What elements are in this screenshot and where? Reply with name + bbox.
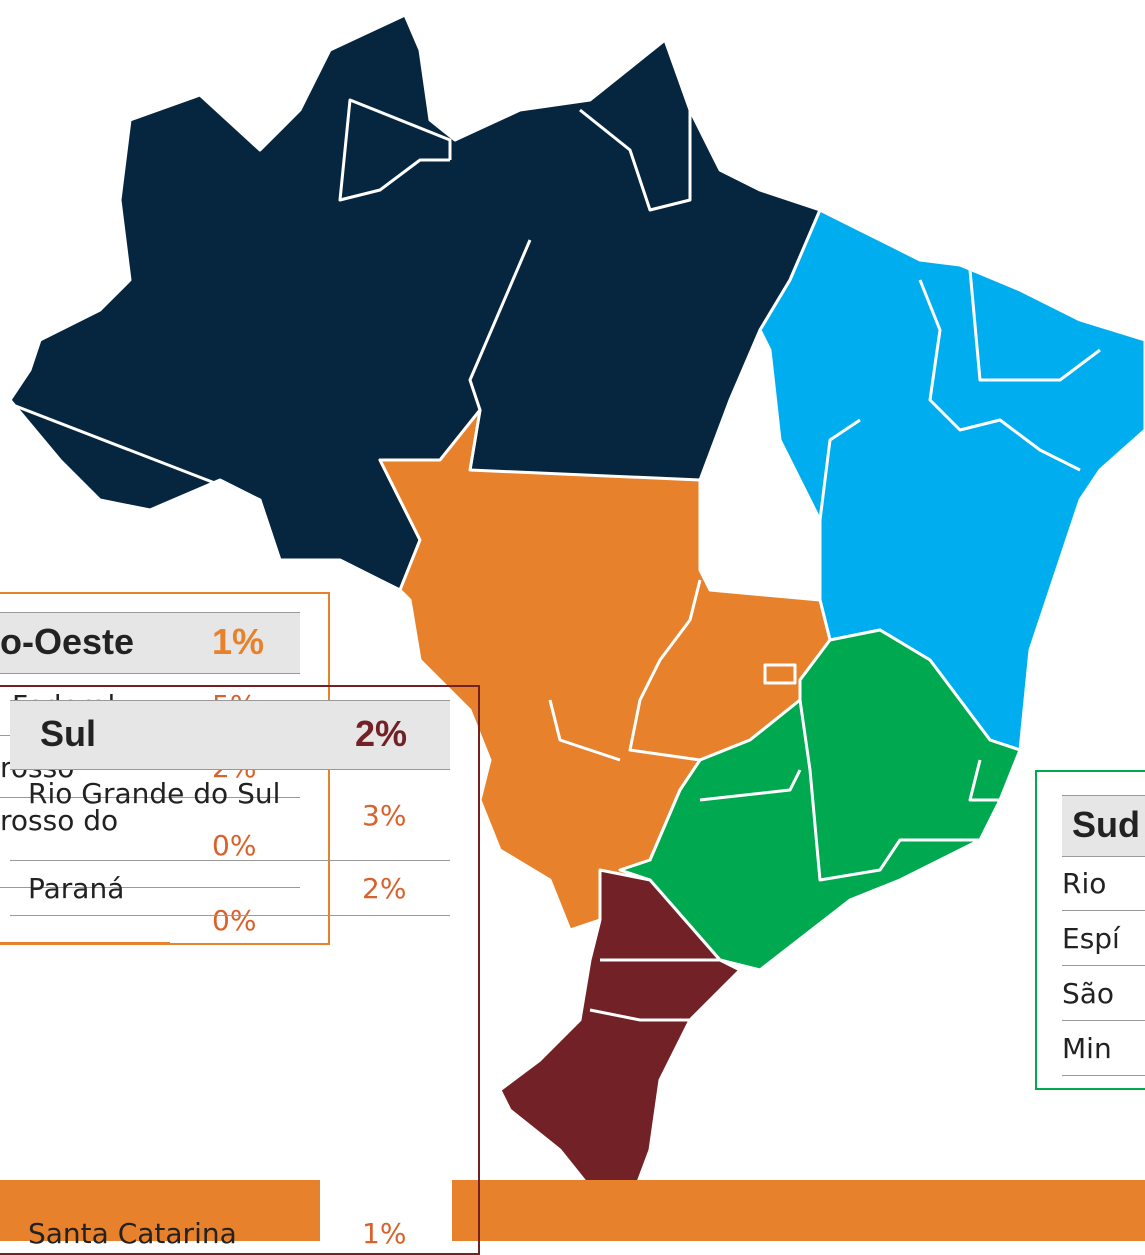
row-name: Rio	[1062, 867, 1107, 900]
row-name: rosso do	[0, 804, 119, 837]
row-pct: 0%	[212, 829, 257, 862]
row-line	[1062, 1075, 1145, 1076]
region-sudeste	[618, 628, 1022, 972]
row-name: Rio Grande do Sul	[28, 777, 281, 810]
row-line	[10, 860, 450, 861]
row-pct: 3%	[362, 799, 407, 832]
region-total: 2%	[355, 713, 408, 754]
row-line	[0, 887, 300, 888]
table-header	[1062, 795, 1145, 857]
footer-bar	[0, 1180, 320, 1241]
table-header	[10, 700, 450, 770]
row-line	[1062, 965, 1145, 966]
region-title: Sud	[1072, 804, 1140, 845]
row-name: Paraná	[28, 872, 125, 905]
row-line	[0, 942, 170, 945]
table-header	[0, 612, 300, 674]
row-line	[1062, 910, 1145, 911]
row-line	[1062, 1020, 1145, 1021]
region-title: o-Oeste	[0, 621, 135, 662]
row-name: Espí	[1062, 922, 1120, 955]
region-total: 1%	[212, 621, 265, 662]
row-pct: 0%	[212, 904, 257, 937]
row-name: Santa Catarina	[28, 1217, 237, 1250]
row-pct: 1%	[362, 1217, 407, 1250]
state-borders	[0, 98, 1101, 1022]
row-pct: 2%	[362, 872, 407, 905]
table-sudeste	[1035, 770, 1145, 1090]
row-line	[10, 915, 450, 916]
footer-bar	[452, 1180, 1145, 1241]
region-title: Sul	[40, 713, 97, 754]
row-name: Min	[1062, 1032, 1112, 1065]
row-line	[0, 797, 300, 798]
row-name: São	[1062, 977, 1115, 1010]
table-sul	[0, 685, 480, 1255]
region-nordeste	[758, 208, 1145, 752]
